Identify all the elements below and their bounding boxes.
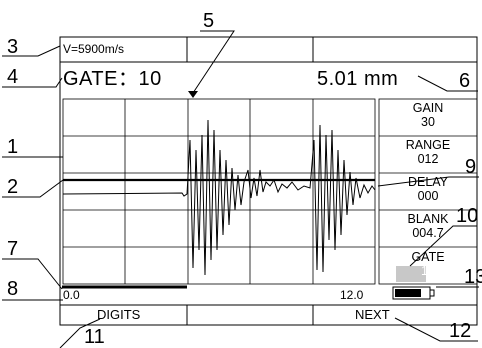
side-item-range[interactable]: RANGE 012: [379, 138, 477, 166]
velocity-readout: V=5900m/s: [63, 42, 125, 56]
side-item-value: 000: [417, 189, 439, 203]
next-button[interactable]: NEXT: [355, 307, 390, 322]
callout-12: 12: [449, 320, 472, 342]
side-panel-frame: [378, 98, 478, 285]
callout-11: 11: [84, 326, 105, 348]
side-item-value: 004.7: [412, 226, 444, 240]
callout-5: 5: [203, 10, 215, 32]
thickness-readout: 5.01 mm: [317, 68, 399, 90]
side-item-label: DELAY: [407, 175, 449, 189]
side-item-label: GATE: [411, 250, 445, 264]
callout-6: 6: [459, 70, 471, 92]
callout-10: 10: [456, 205, 479, 227]
callout-8: 8: [7, 278, 19, 300]
side-item-label: BLANK: [407, 212, 449, 226]
gate-readout-value: 10: [138, 68, 162, 90]
side-item-value: 10: [421, 264, 435, 278]
gate-readout-label: GATE：: [63, 68, 139, 90]
side-item-delay[interactable]: DELAY 000: [379, 175, 477, 203]
callout-13: 13: [464, 266, 482, 288]
callout-7: 7: [7, 238, 19, 260]
gate-marker-icon: [188, 91, 198, 98]
callout-2: 2: [7, 176, 19, 198]
gate-value-highlight: [396, 266, 426, 282]
callout-1: 1: [7, 136, 19, 158]
callout-leaders: [2, 30, 479, 348]
axis-start-label: 0.0: [63, 288, 80, 302]
echo-waveform: [62, 119, 376, 276]
callout-3: 3: [7, 36, 19, 58]
gate-readout: GATE：10: [63, 68, 162, 90]
axis-end-label: 12.0: [340, 288, 364, 302]
digits-button[interactable]: DIGITS: [97, 307, 141, 322]
side-item-label: GAIN: [412, 101, 444, 115]
side-item-blank[interactable]: BLANK 004.7: [379, 212, 477, 240]
callout-9: 9: [465, 156, 477, 178]
side-item-value: 012: [417, 152, 439, 166]
side-item-label: RANGE: [405, 138, 451, 152]
battery-icon: [392, 286, 435, 300]
side-item-gain[interactable]: GAIN 30: [379, 101, 477, 129]
side-item-value: 30: [421, 115, 435, 129]
callout-4: 4: [7, 66, 19, 88]
side-item-gate[interactable]: GATE 10: [379, 250, 477, 278]
